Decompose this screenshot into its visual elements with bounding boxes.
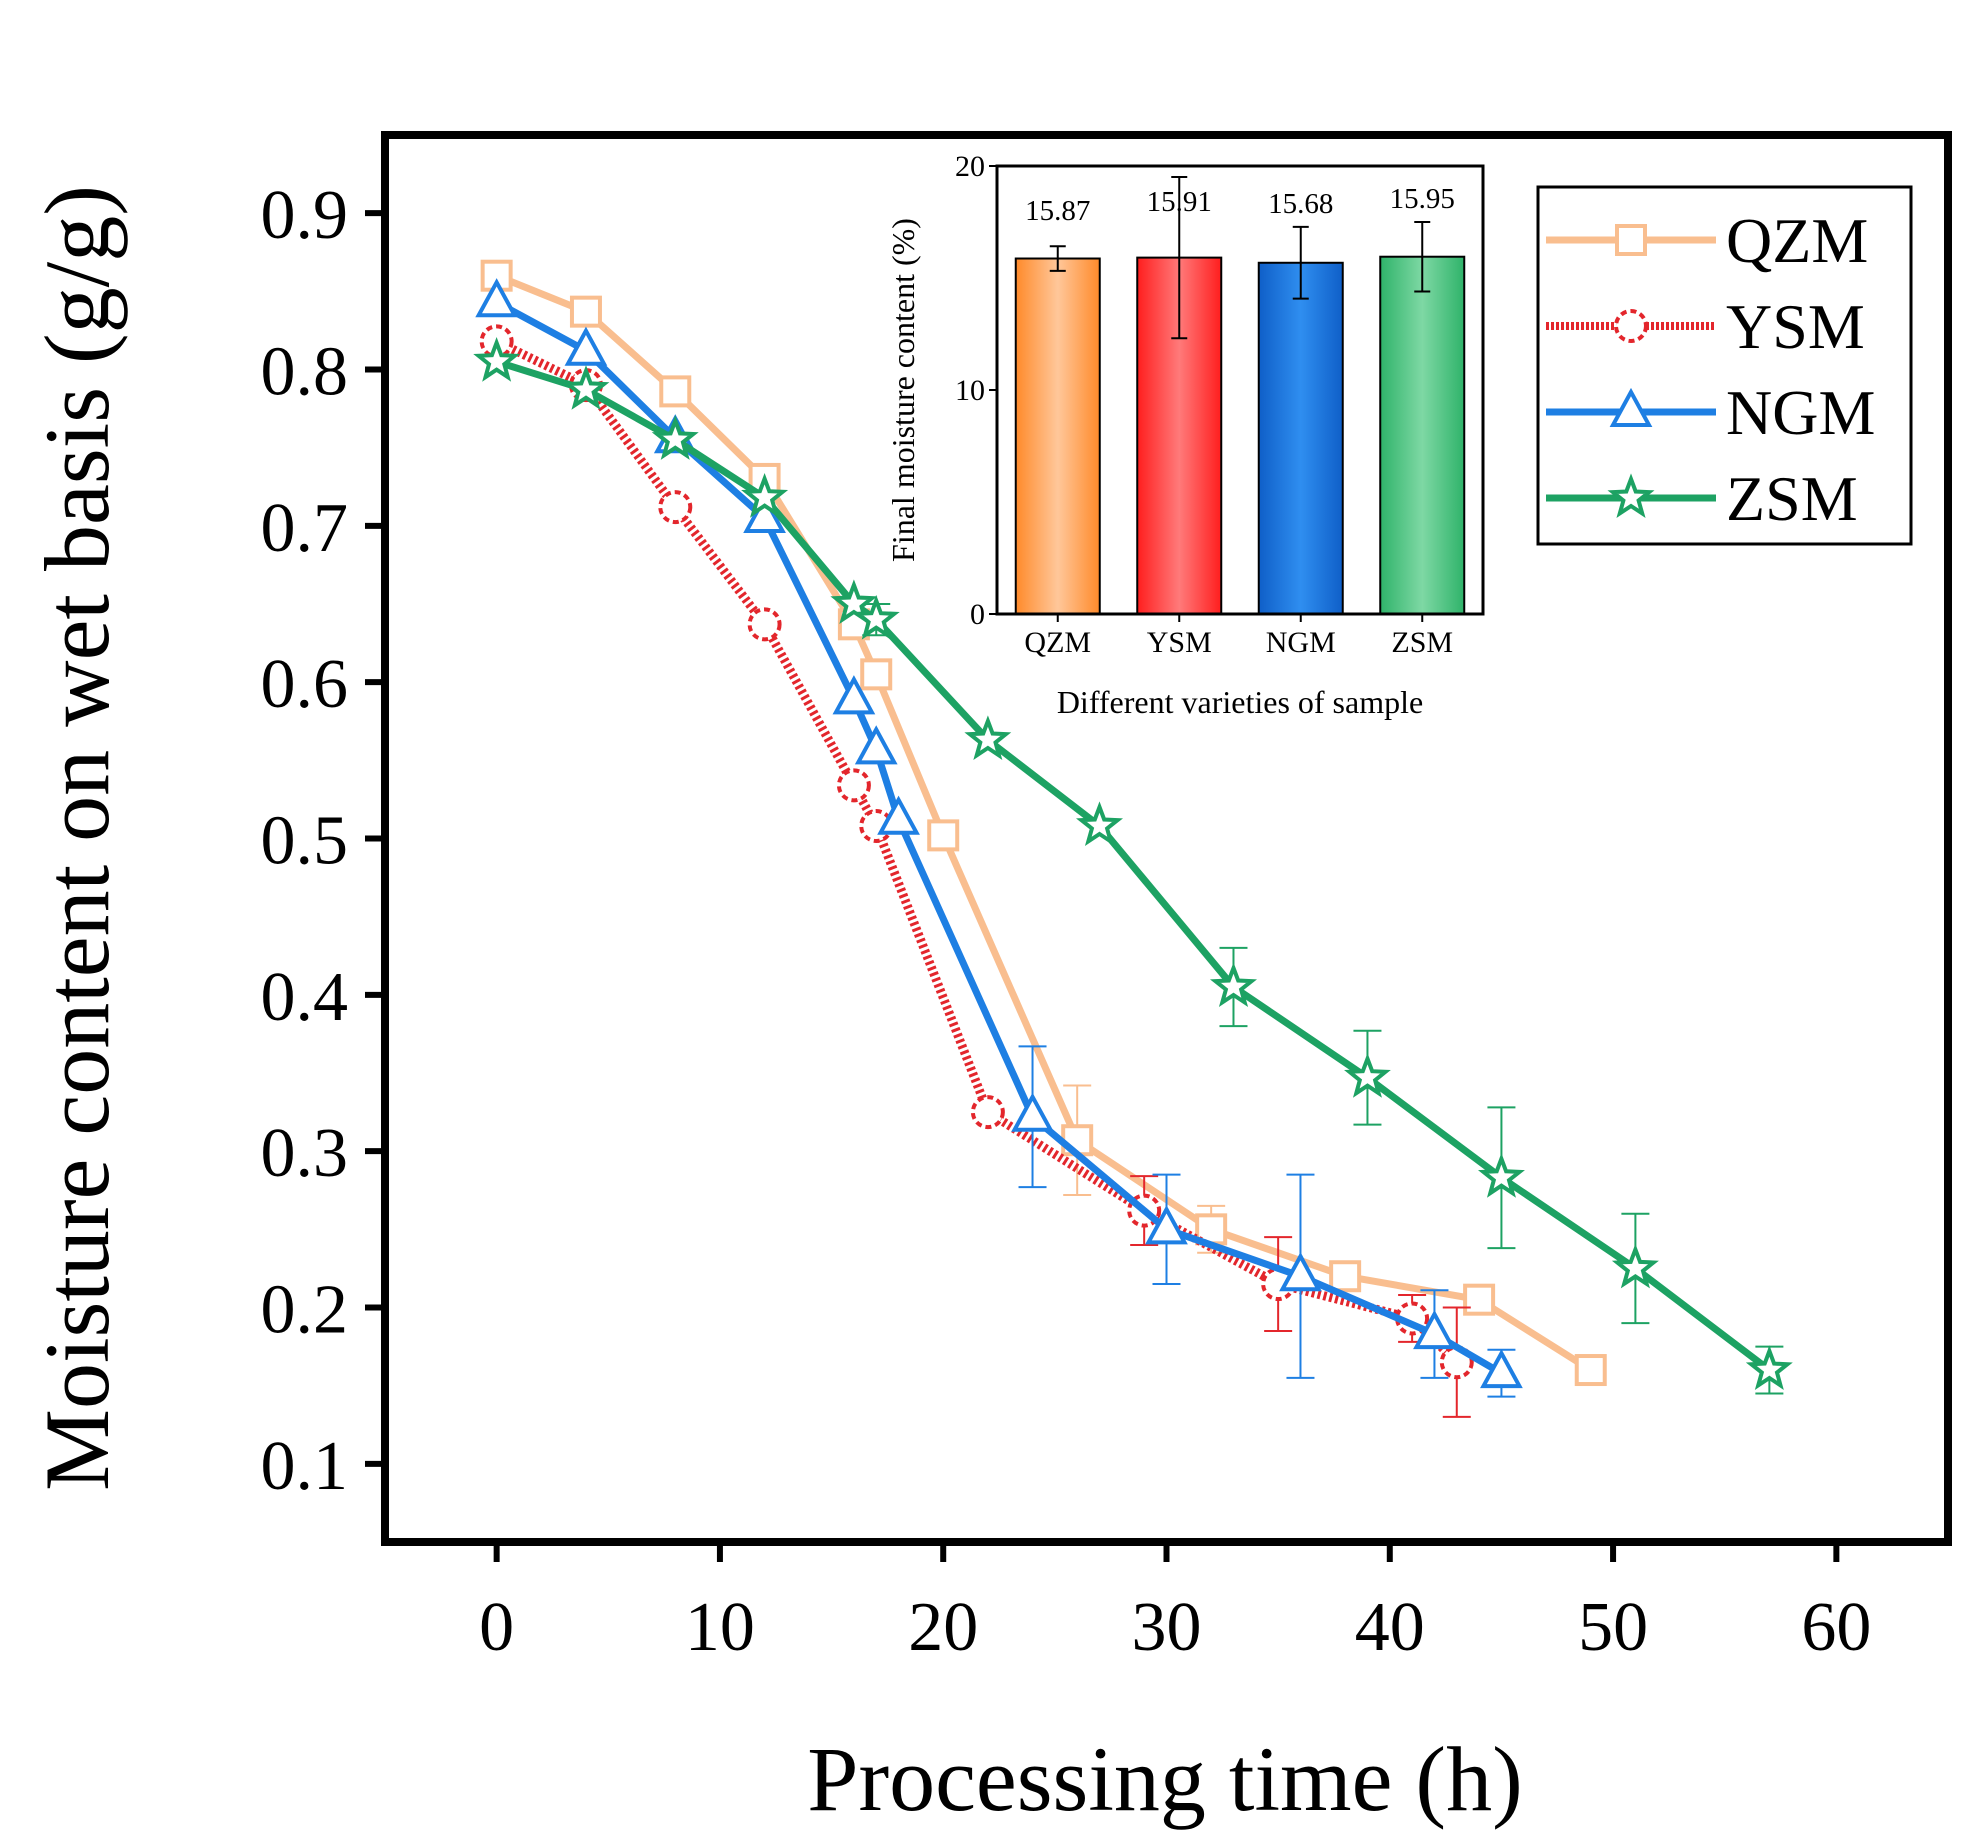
y-tick-label: 0.1: [261, 1428, 349, 1505]
inset-x-tick-label: YSM: [1147, 626, 1212, 659]
data-point-qzm: [927, 819, 960, 852]
inset-x-tick-label: ZSM: [1391, 626, 1453, 659]
legend-item-ysm: YSM: [1546, 291, 1865, 362]
data-point-ngm: [877, 795, 920, 835]
inset-x-axis-title: Different varieties of sample: [1057, 684, 1423, 720]
legend-marker-ysm: [1614, 309, 1648, 343]
data-point-ysm: [836, 768, 871, 803]
y-tick-label: 0.2: [261, 1272, 349, 1349]
legend-label-qzm: QZM: [1726, 205, 1868, 276]
inset-bar-value-label: 15.91: [1147, 186, 1212, 218]
data-point-zsm: [1344, 1053, 1391, 1098]
data-point-zsm: [473, 337, 521, 382]
data-point-zsm: [964, 715, 1012, 761]
data-point-qzm: [1574, 1354, 1607, 1387]
data-point-zsm: [1611, 1243, 1659, 1289]
inset-bar-value-label: 15.87: [1025, 195, 1090, 227]
data-point-ngm: [475, 278, 519, 318]
data-point-ngm: [1145, 1205, 1188, 1245]
inset-y-axis-title: Final moisture content (%): [885, 218, 921, 562]
x-tick-label: 0: [479, 1589, 514, 1666]
data-point-ysm: [970, 1095, 1005, 1130]
data-point-ngm: [1279, 1252, 1322, 1292]
x-tick-label: 60: [1801, 1589, 1871, 1666]
legend-item-zsm: ZSM: [1546, 463, 1858, 534]
legend-label-ysm: YSM: [1726, 291, 1865, 362]
series-zsm: [473, 337, 1793, 1395]
inset-ticks: QZM YSM NGM ZSM 0 10 20: [955, 150, 1453, 659]
inset-y-tick-label: 0: [970, 598, 985, 631]
inset-bars: 15.87 15.91 15.68 15.95: [1014, 175, 1466, 615]
data-point-ngm: [1011, 1092, 1054, 1132]
data-point-ngm: [564, 326, 608, 366]
data-point-zsm: [651, 415, 699, 460]
data-point-ngm: [832, 675, 876, 715]
main-axis-ticks: 0 10 20 30 40 50 60 0.1 0.2 0.3 0.4 0.5 0.6 0.7 0.8 0.9: [261, 177, 1872, 1666]
data-point-ngm: [743, 493, 786, 534]
data-point-ysm: [658, 490, 693, 525]
series-line-ysm: [494, 337, 1460, 1366]
legend: QZM YSM NGM ZSM: [1536, 185, 1913, 546]
y-axis-title: Moisture content on wet basis (g/g): [26, 185, 128, 1491]
legend-marker-ngm: [1609, 387, 1653, 427]
inset-bar-ngm: [1257, 261, 1344, 615]
inset-bar-qzm: [1014, 257, 1101, 615]
data-point-zsm: [562, 365, 610, 410]
data-point-qzm: [659, 375, 692, 408]
y-tick-label: 0.9: [261, 177, 349, 254]
data-point-qzm: [569, 295, 602, 328]
legend-item-ngm: NGM: [1546, 377, 1875, 448]
data-point-qzm: [1463, 1283, 1496, 1316]
legend-marker-zsm: [1607, 473, 1655, 519]
y-tick-label: 0.7: [261, 490, 349, 567]
x-tick-label: 30: [1132, 1589, 1202, 1666]
series-line-ngm: [494, 299, 1504, 1377]
y-tick-label: 0.8: [261, 334, 349, 411]
data-point-zsm: [852, 594, 900, 640]
legend-box: [1536, 185, 1913, 546]
y-tick-label: 0.6: [261, 646, 349, 723]
inset-x-tick-label: NGM: [1266, 626, 1336, 659]
y-tick-label: 0.4: [261, 959, 349, 1036]
legend-item-qzm: QZM: [1546, 205, 1868, 276]
inset-bar-value-label: 15.95: [1390, 183, 1455, 215]
legend-items: QZM YSM NGM ZSM: [1546, 205, 1875, 534]
x-tick-label: 50: [1578, 1589, 1648, 1666]
legend-marker-qzm: [1615, 224, 1647, 256]
x-tick-label: 10: [685, 1589, 755, 1666]
inset-x-tick-label: QZM: [1024, 626, 1091, 659]
inset-y-tick-label: 10: [955, 374, 985, 407]
data-point-qzm: [860, 658, 893, 691]
data-point-zsm: [1209, 962, 1258, 1008]
data-point-ysm: [747, 607, 782, 642]
data-point-ngm: [1480, 1348, 1523, 1389]
x-tick-label: 20: [908, 1589, 978, 1666]
series-ngm: [475, 278, 1523, 1398]
inset-bar-chart: 15.87 15.91 15.68 15.95 QZM YSM NGM ZSM 0 10 20 D…: [885, 150, 1485, 720]
legend-label-ngm: NGM: [1726, 377, 1875, 448]
legend-label-zsm: ZSM: [1726, 463, 1858, 534]
main-series-group: [473, 259, 1793, 1418]
data-point-ngm: [1413, 1309, 1456, 1350]
data-point-qzm: [1329, 1260, 1362, 1293]
y-tick-label: 0.3: [261, 1115, 349, 1192]
data-point-zsm: [1745, 1345, 1793, 1391]
inset-y-tick-label: 20: [955, 150, 985, 183]
data-point-zsm: [1477, 1152, 1525, 1198]
inset-bar-zsm: [1379, 255, 1466, 615]
data-point-zsm: [1075, 801, 1124, 847]
data-point-zsm: [741, 473, 789, 518]
x-axis-title: Processing time (h): [807, 1728, 1522, 1830]
y-tick-label: 0.5: [261, 803, 349, 880]
x-tick-label: 40: [1355, 1589, 1425, 1666]
data-point-ngm: [854, 725, 898, 765]
inset-bar-value-label: 15.68: [1268, 188, 1333, 220]
